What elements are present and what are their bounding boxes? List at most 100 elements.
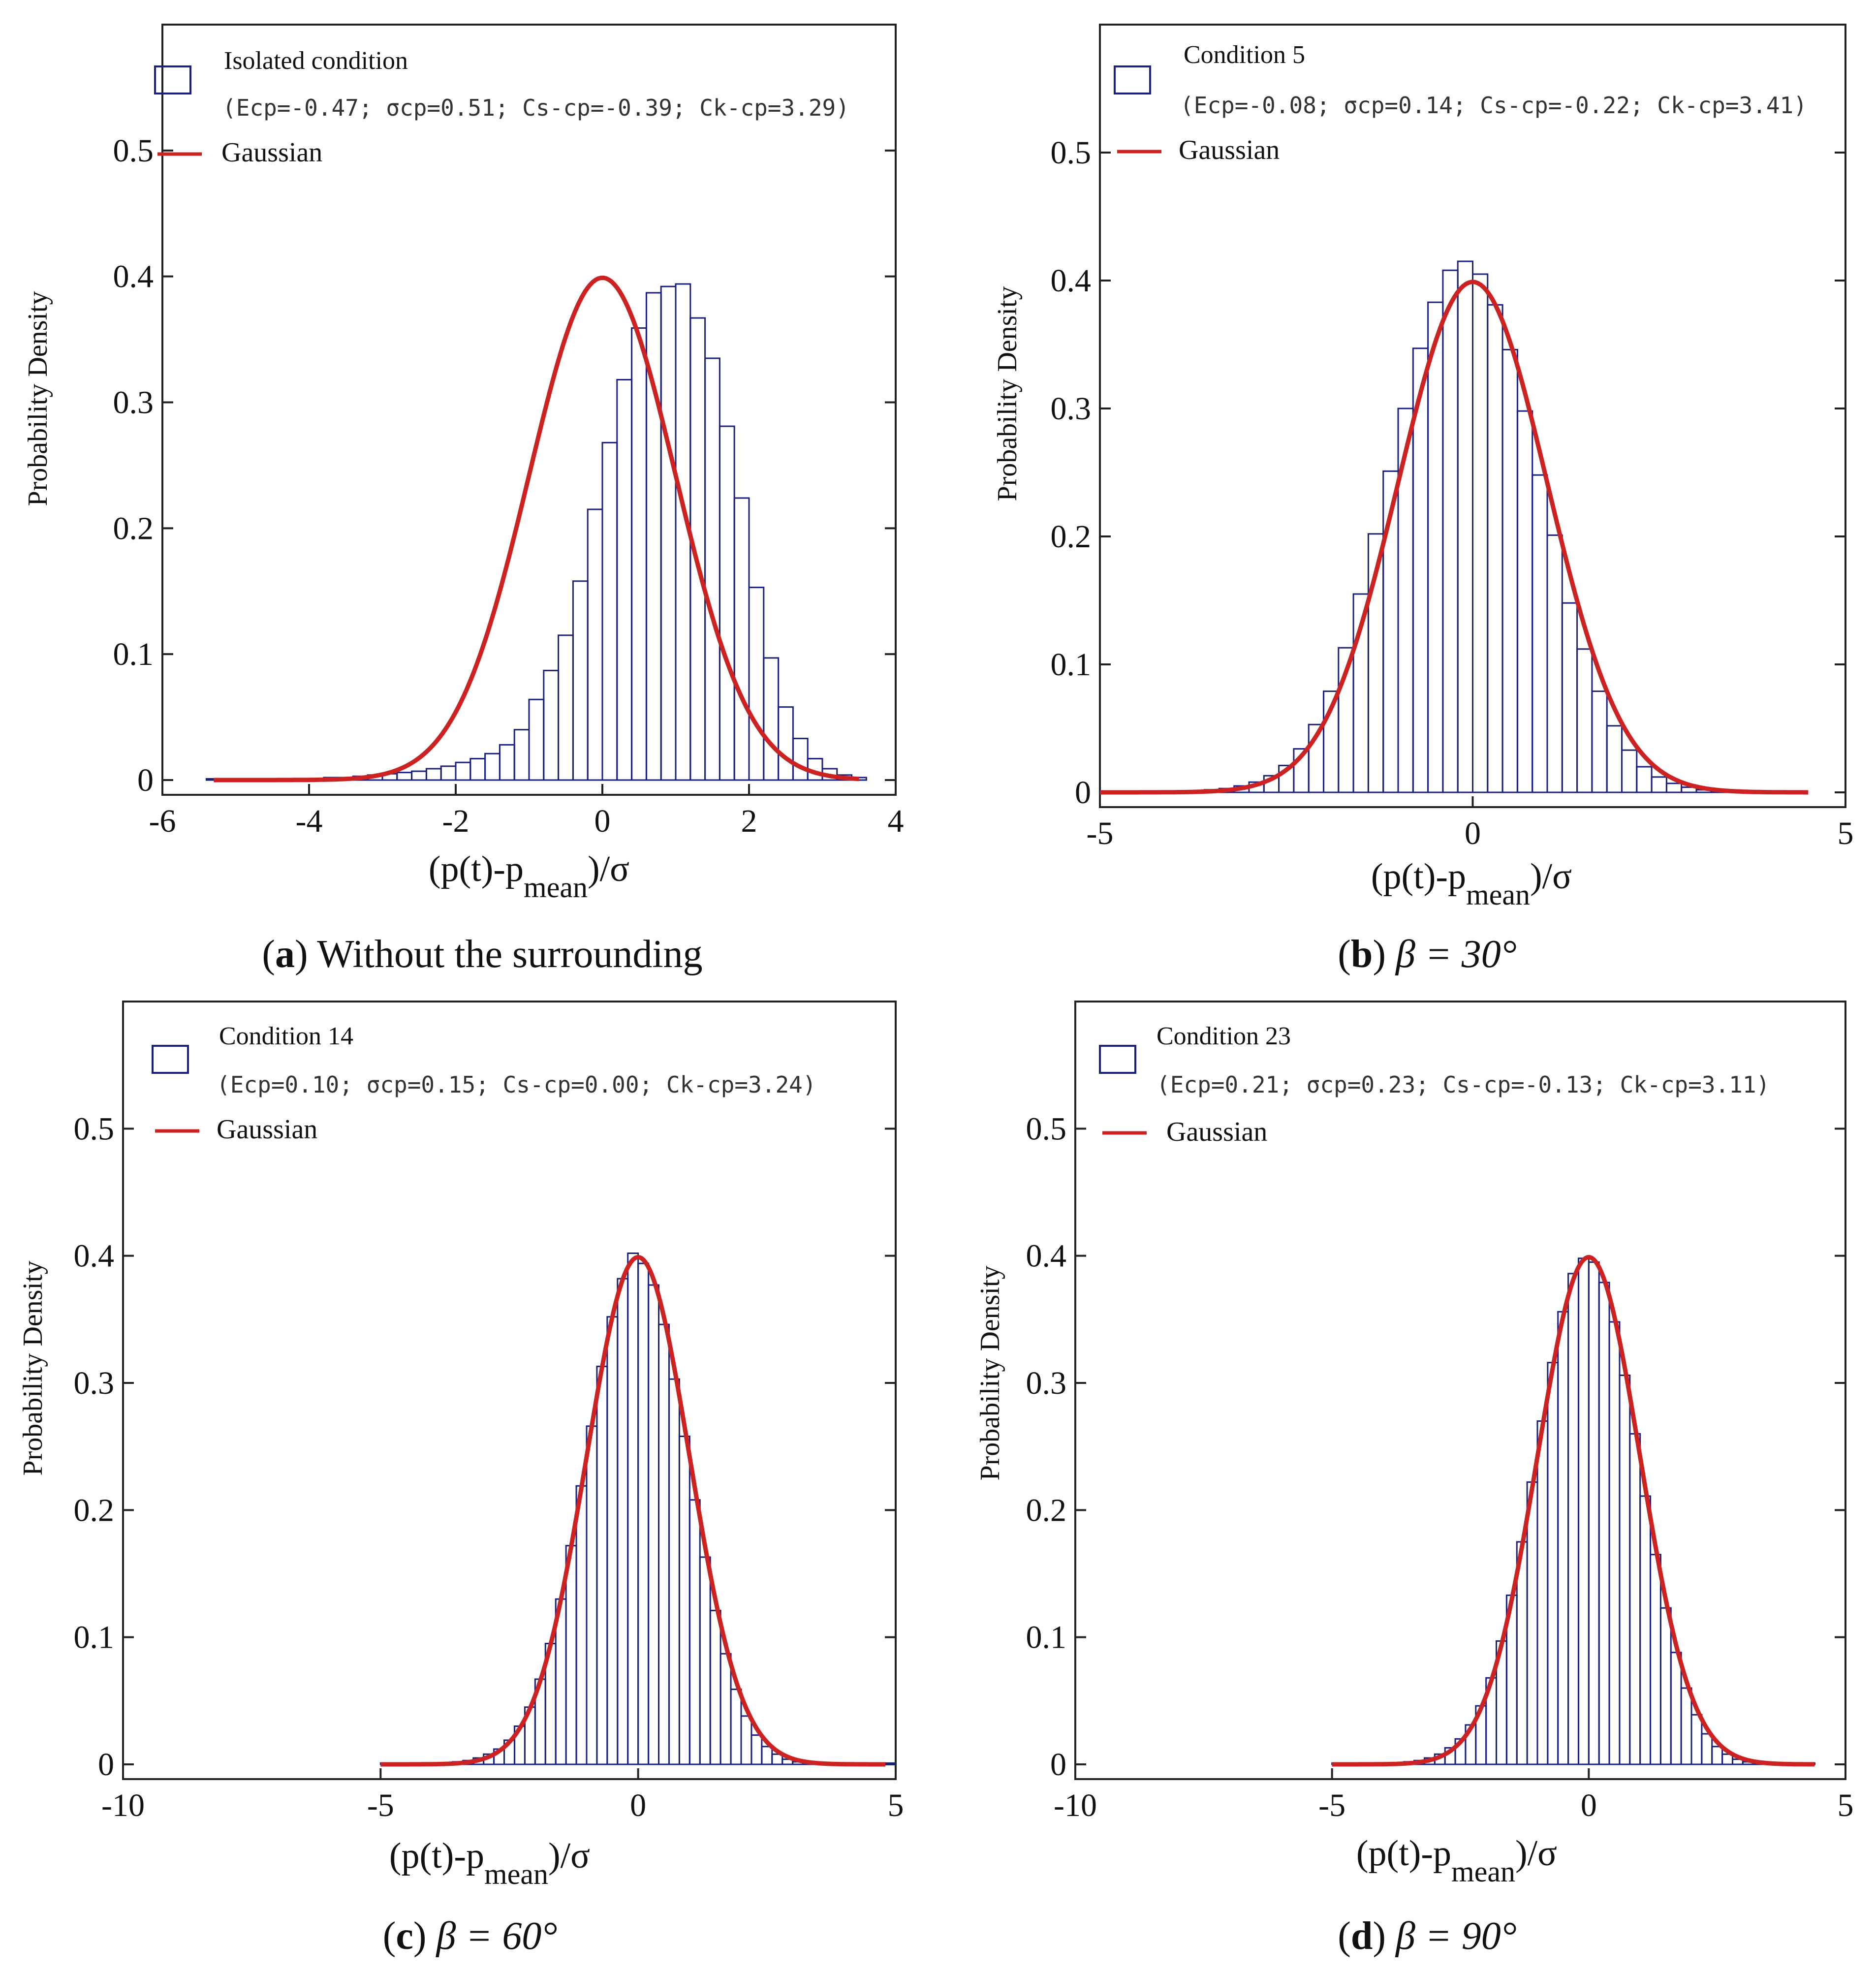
y-ticks: 0 0.1 0.2 0.3 0.4 0.5 [74,1111,896,1783]
y-tick-label: 0.2 [74,1492,115,1528]
histogram-bar [543,669,560,781]
histogram-bar [1442,269,1459,793]
plot-frame [161,24,897,796]
legend-box-swatch [154,65,191,94]
histogram-bar [1546,534,1563,793]
histogram-bar [1606,725,1623,793]
histogram-bar [1650,1554,1661,1765]
x-tick-label: 0 [630,1787,646,1823]
y-tick-label: 0.4 [1026,1238,1067,1274]
x-tick-label: 4 [888,803,904,839]
histogram-bar [1711,1746,1723,1765]
x-ticks: -5 0 5 [1087,796,1854,851]
histogram-bar [513,729,530,781]
histogram-bar [778,706,794,781]
x-ticks: -10 -5 0 5 [1054,1768,1854,1823]
histogram-bars [1331,1257,1815,1765]
histogram-bars [1099,260,1787,793]
x-tick-label: -5 [1087,815,1114,851]
y-tick-label: 0.2 [1051,519,1092,555]
legend-title: Condition 14 [219,1022,353,1050]
histogram-bar [631,327,647,781]
y-ticks: 0 0.1 0.2 0.3 0.4 0.5 [1051,135,1845,811]
histogram-bar [425,768,442,781]
legend-title: Condition 5 [1184,41,1305,69]
x-tick-label: 0 [1465,815,1481,851]
x-axis-label: (p(t)-pmean)/σ [429,849,629,904]
x-tick-label: -10 [1054,1787,1097,1823]
y-axis-label: Probability Density [975,1265,1005,1480]
histogram-bar [761,1746,773,1765]
x-tick-label: 5 [1838,815,1854,851]
x-tick-label: -5 [1318,1787,1345,1823]
x-tick-label: 0 [1581,1787,1597,1823]
histogram-bar [658,1323,670,1765]
legend-box-swatch [1114,65,1151,94]
y-tick-label: 0.1 [113,636,154,672]
histogram-bar [469,758,486,781]
x-tick-label: 5 [888,1787,904,1823]
histogram-bar [572,580,589,781]
legend-stats: (Ecp=-0.47; σcp=0.51; Cs-cp=-0.39; Ck-cp… [222,94,849,121]
x-ticks: -10 -5 0 5 [101,1768,904,1823]
y-tick-label: 0.3 [1026,1365,1067,1401]
histogram-bar [1651,776,1667,793]
y-tick-label: 0.1 [74,1620,115,1656]
panel-caption: (a) Without the surrounding [262,933,702,976]
x-axis-label: (p(t)-pmean)/σ [389,1836,590,1890]
y-ticks: 0 0.1 0.2 0.3 0.4 0.5 [1026,1111,1845,1783]
histogram-bar [499,744,515,781]
legend-stats: (Ecp=0.10; σcp=0.15; Cs-cp=0.00; Ck-cp=3… [217,1071,816,1098]
histogram-bar [1680,1687,1692,1765]
x-tick-label: -5 [367,1787,394,1823]
histogram-bar [648,1284,660,1765]
panel-a: 0 0.1 0.2 0.3 0.4 0.5 -6 -4 -2 0 2 4 Isolated cond… [23,24,904,976]
histogram-bar [1670,1652,1682,1765]
y-axis-label: Probability Density [23,291,53,506]
histogram-bar [763,657,780,781]
histogram-bar [660,285,677,781]
x-tick-label: 0 [594,803,611,839]
histogram-bar [616,378,633,781]
panel-caption: (b) β = 30° [1338,933,1517,976]
gaussian-curve [214,276,859,783]
caption-letter: b [1351,933,1373,976]
caption-text: Without the surrounding [317,933,702,976]
histogram-bar [1472,273,1489,793]
histogram-bar [730,1689,742,1765]
histogram-bar [740,1715,752,1765]
histogram-bar [587,508,603,781]
histogram-bar [704,357,720,781]
histogram-bar [565,1545,577,1765]
legend-box-swatch [1099,1045,1136,1074]
y-tick-label: 0 [1050,1747,1066,1783]
histogram-bar [719,425,735,781]
histogram-bar [750,1734,763,1765]
histogram-bar [617,1278,629,1765]
y-tick-label: 0.3 [74,1365,115,1401]
histogram-bar [1536,1420,1549,1765]
caption-text: β = 90° [1395,1914,1517,1958]
panel-c: 0 0.1 0.2 0.3 0.4 0.5 -10 -5 0 5 Condition 14 (E… [18,1001,904,1958]
plot-frame [122,1001,897,1780]
histogram-bar [1427,301,1444,793]
legend-gaussian-label: Gaussian [1166,1117,1267,1147]
y-tick-label: 0.4 [113,259,154,295]
histogram-bars [379,1253,897,1765]
histogram-bar [1516,410,1533,793]
y-tick-label: 0.5 [1026,1111,1067,1147]
histogram-bar [1557,1311,1569,1765]
panel-caption: (d) β = 90° [1338,1914,1517,1958]
panel-d: 0 0.1 0.2 0.3 0.4 0.5 -10 -5 0 5 Condition 23 (E… [975,1001,1854,1958]
histogram-bar [1636,766,1653,793]
histogram-bar [1532,474,1548,793]
y-tick-label: 0.3 [113,385,154,421]
y-tick-label: 0 [1075,775,1091,811]
histogram-bar [1526,1481,1538,1765]
gaussian-curve [1332,1255,1815,1767]
legend-title: Condition 23 [1157,1022,1291,1050]
y-tick-label: 0 [137,762,154,798]
panel-b: 0 0.1 0.2 0.3 0.4 0.5 -5 0 5 Condition 5 (Ecp=-… [992,24,1854,976]
histogram-bar [668,1378,680,1765]
